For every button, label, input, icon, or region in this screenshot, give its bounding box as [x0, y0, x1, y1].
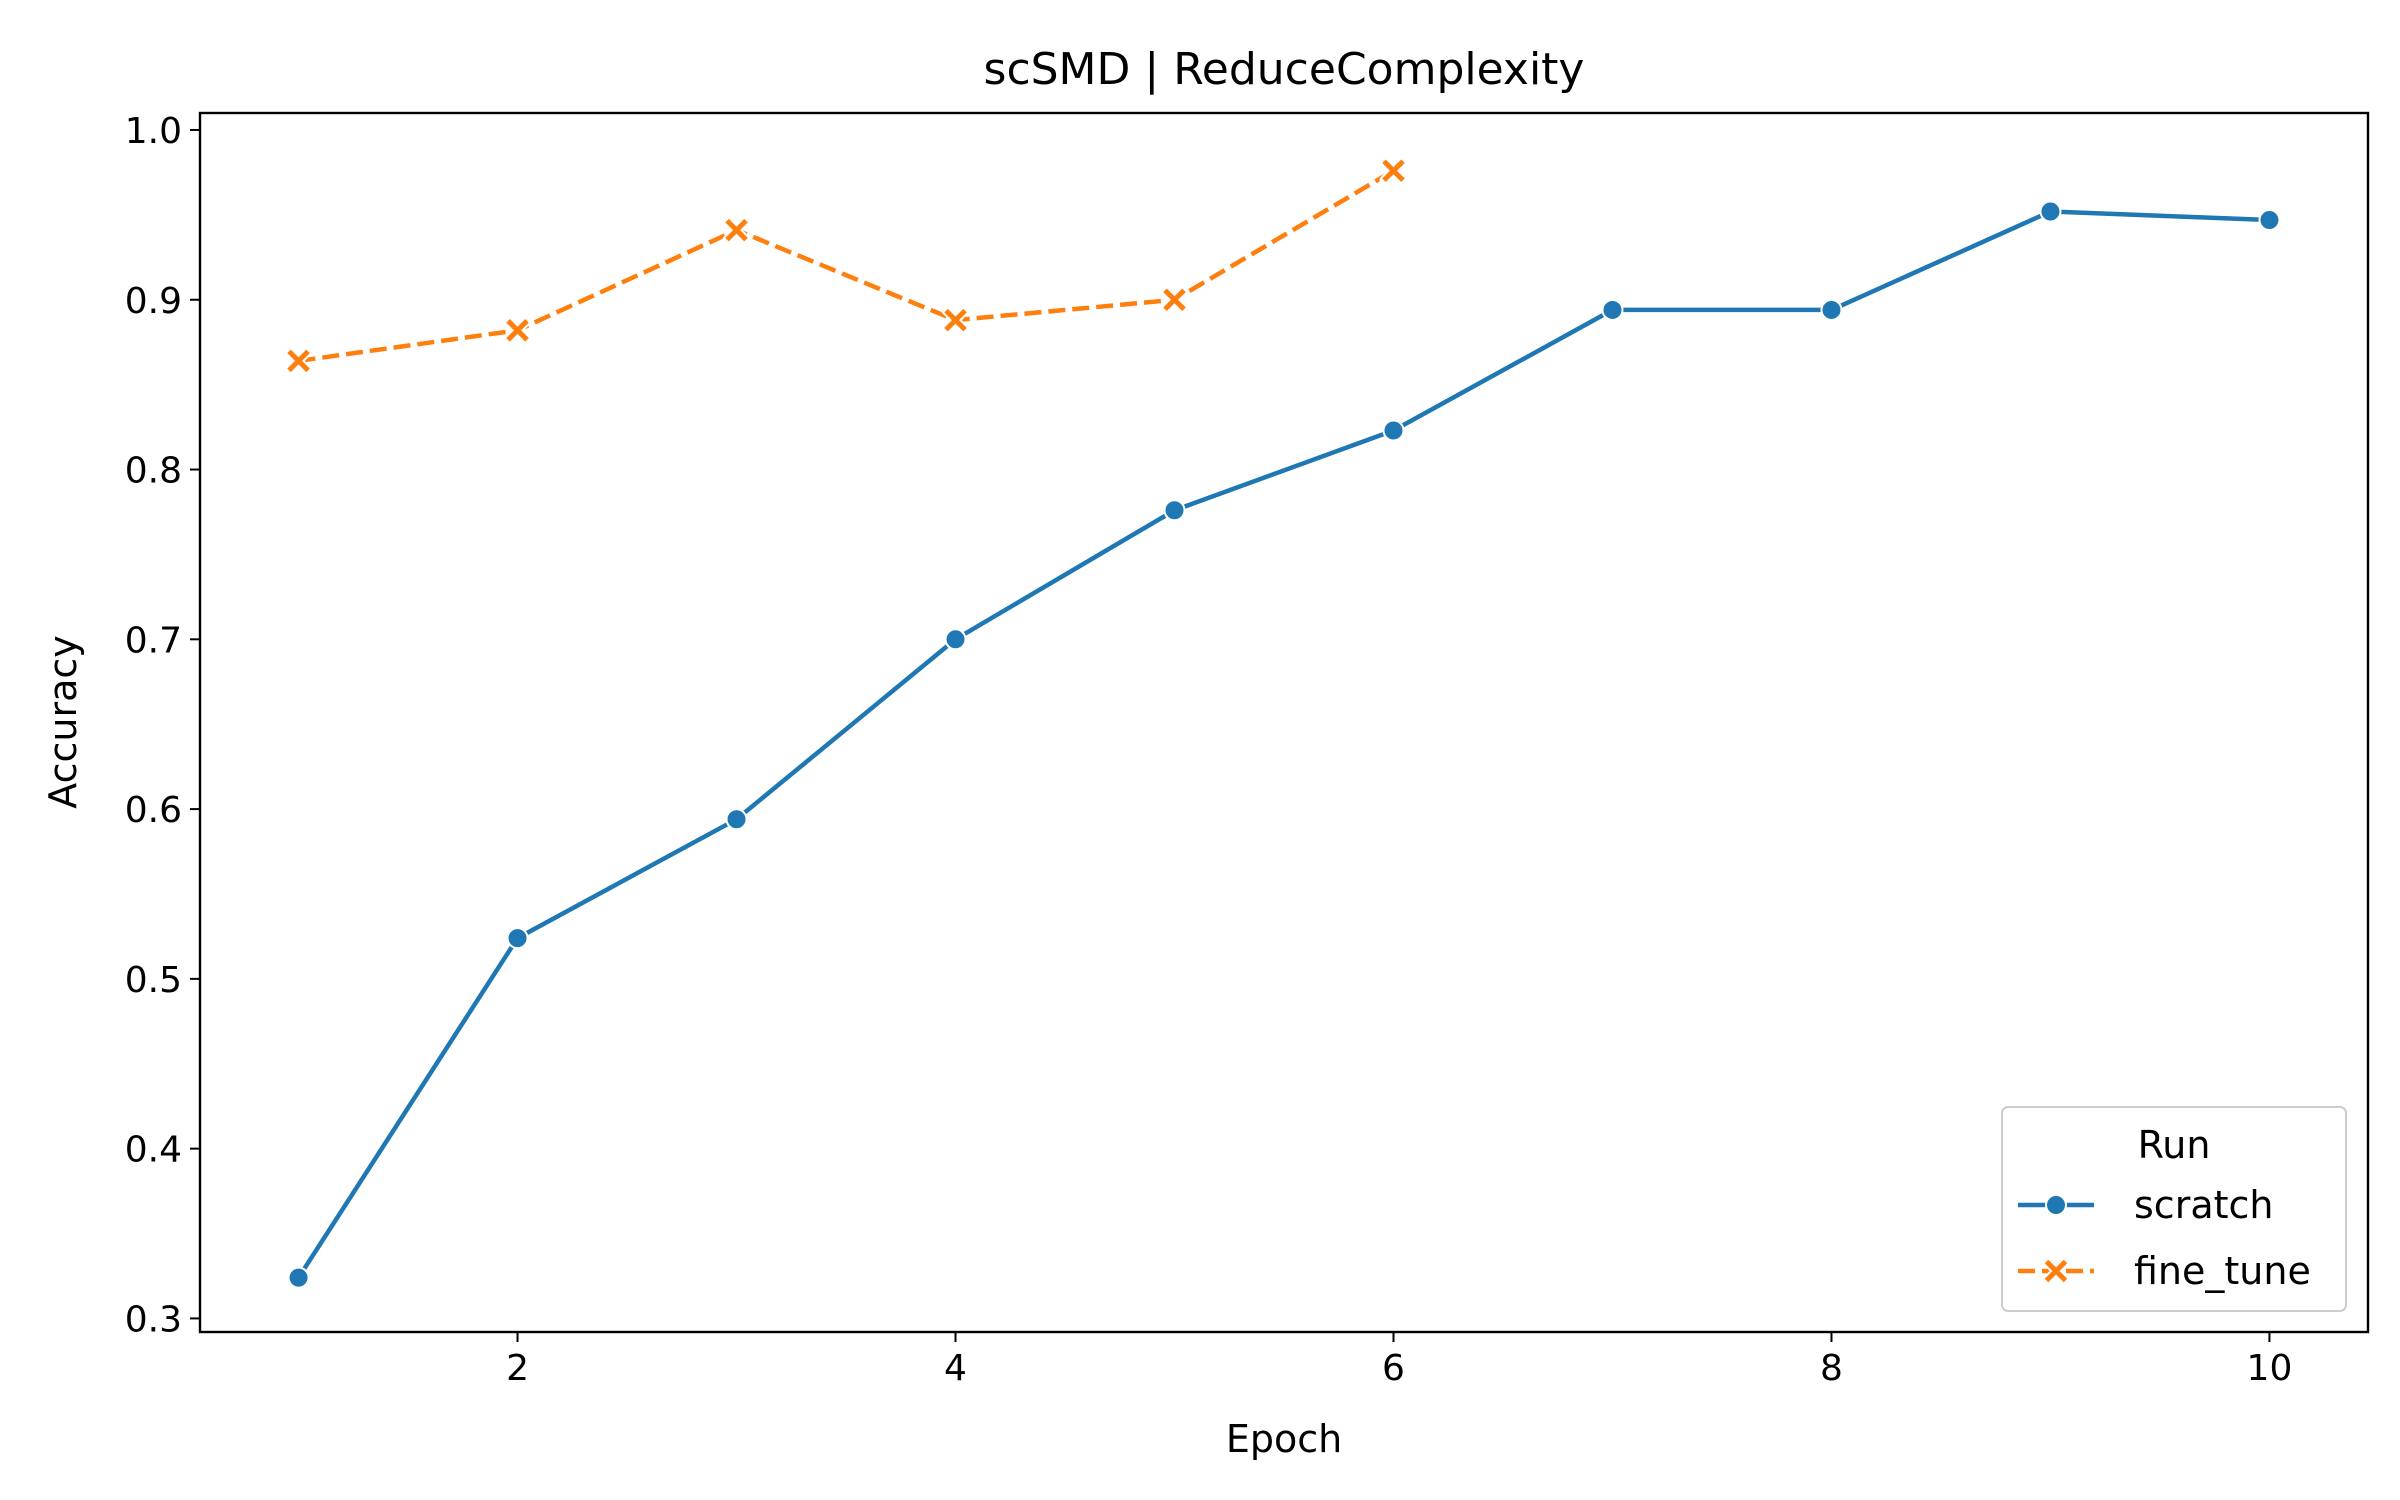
x-axis-label: Epoch: [1226, 1417, 1342, 1461]
data-point: [1379, 156, 1408, 185]
y-tick-label: 0.5: [125, 960, 182, 1001]
data-point: [284, 346, 313, 375]
y-tick-label: 0.8: [125, 451, 182, 492]
chart-title: scSMD | ReduceComplexity: [984, 44, 1585, 95]
data-point: [1160, 285, 1189, 314]
x-tick-label: 10: [2247, 1348, 2293, 1389]
x-tick-label: 8: [1820, 1348, 1843, 1389]
y-tick-label: 0.4: [125, 1130, 182, 1171]
legend-title: Run: [2138, 1123, 2211, 1167]
legend: Run scratch fine_tune: [2001, 1106, 2347, 1312]
series-scratch: [287, 200, 2281, 1289]
data-point: [722, 216, 751, 245]
data-point: [944, 628, 967, 651]
series-fine_tune: [284, 156, 1408, 375]
y-tick-label: 0.6: [125, 790, 182, 831]
legend-marker: [2042, 1257, 2070, 1285]
data-point: [287, 1266, 310, 1289]
legend-item: fine_tune: [2018, 1249, 2311, 1293]
plot-area: [198, 111, 2370, 1334]
legend-item: scratch: [2018, 1183, 2273, 1227]
x-tick-label: 2: [506, 1348, 529, 1389]
series-line: [296, 209, 2270, 1279]
y-tick-label: 0.3: [125, 1299, 182, 1340]
x-axis: 2 4 6 8 10: [506, 1332, 2292, 1389]
y-tick-label: 1.0: [125, 111, 182, 152]
data-point: [1163, 499, 1186, 522]
legend-label: fine_tune: [2134, 1249, 2311, 1293]
x-tick-label: 4: [944, 1348, 967, 1389]
data-point: [1601, 298, 1624, 321]
data-point: [503, 316, 532, 345]
data-point: [1820, 298, 1843, 321]
y-axis: 0.3 0.4 0.5 0.6 0.7 0.8 0.9 1.0: [125, 111, 200, 1340]
y-axis-label: Accuracy: [41, 635, 85, 809]
data-point: [941, 306, 970, 335]
legend-box: [2001, 1106, 2347, 1312]
y-tick-label: 0.9: [125, 281, 182, 322]
series-layer: [284, 156, 2281, 1289]
x-tick-label: 6: [1382, 1348, 1405, 1389]
legend-marker: [2045, 1194, 2067, 1216]
data-point: [2258, 208, 2281, 231]
legend-label: scratch: [2134, 1183, 2273, 1227]
data-point: [725, 808, 748, 831]
legend-items: scratch fine_tune: [2018, 1183, 2311, 1293]
plot-frame: [198, 111, 2370, 1334]
series-line: [298, 168, 1395, 364]
data-point: [506, 927, 529, 950]
y-tick-label: 0.7: [125, 620, 182, 661]
data-point: [2039, 200, 2062, 223]
data-point: [1382, 419, 1405, 442]
